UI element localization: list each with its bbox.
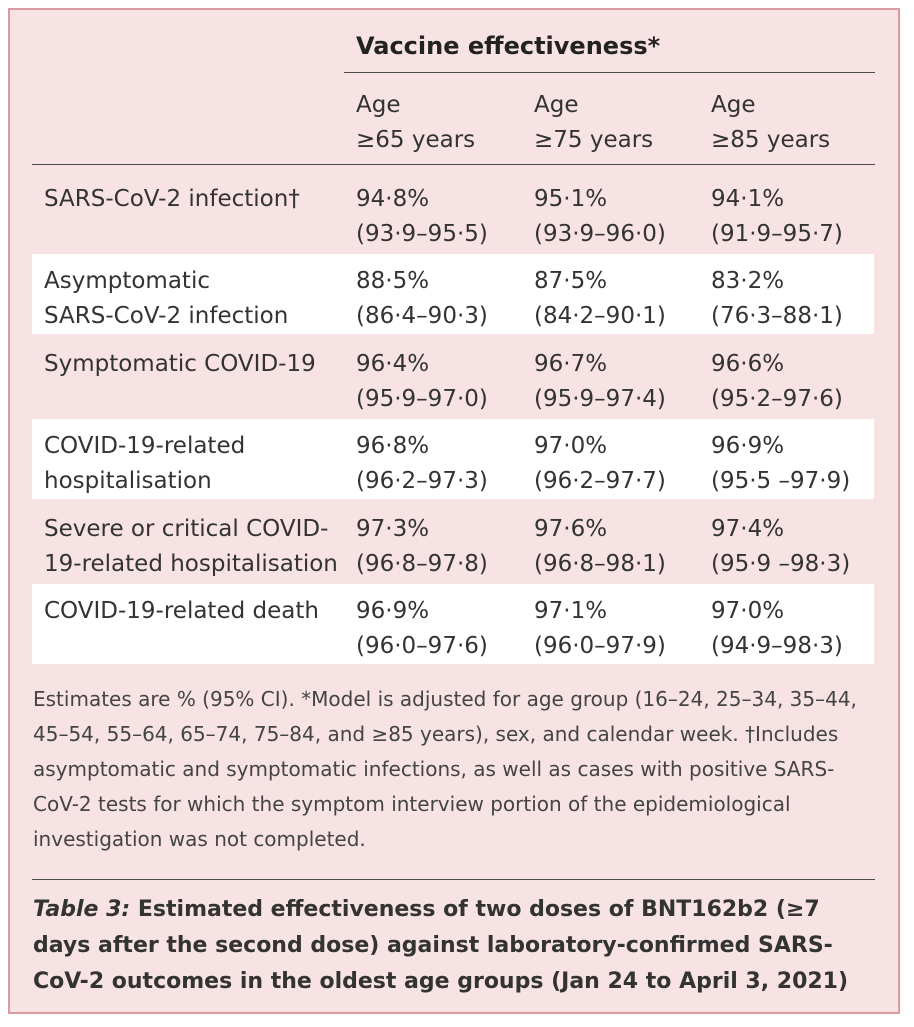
confidence-interval: (93·9–95·5) (356, 221, 488, 247)
cell-age-75: 97·1% (96·0–97·9) (534, 594, 666, 664)
row-label: SARS-CoV-2 infection† (44, 182, 300, 217)
row-label: Symptomatic COVID-19 (44, 347, 316, 382)
cell-age-75: 97·0% (96·2–97·7) (534, 429, 666, 499)
row-label-line2: SARS-CoV-2 infection (44, 303, 289, 329)
confidence-interval: (95·2–97·6) (711, 386, 843, 412)
table-row: Symptomatic COVID-19 96·4% (95·9–97·0) 96… (32, 337, 874, 415)
estimate-value: 97·0% (534, 433, 608, 459)
row-label-line2: hospitalisation (44, 468, 212, 494)
cell-age-85: 96·9% (95·5 –97·9) (711, 429, 850, 499)
table-caption: Table 3: Estimated effectiveness of two … (33, 892, 879, 1000)
column-header-65: Age ≥65 years (356, 88, 475, 158)
estimate-value: 87·5% (534, 268, 608, 294)
estimate-value: 97·0% (711, 598, 785, 624)
estimate-value: 96·6% (711, 351, 785, 377)
row-label: COVID-19-related hospitalisation (44, 429, 245, 499)
estimate-value: 96·9% (711, 433, 785, 459)
column-header-line2: ≥65 years (356, 127, 476, 153)
row-label-line1: Asymptomatic (44, 268, 210, 294)
confidence-interval: (91·9–95·7) (711, 221, 843, 247)
cell-age-75: 97·6% (96·8–98·1) (534, 512, 666, 582)
confidence-interval: (96·2–97·3) (356, 468, 488, 494)
estimate-value: 88·5% (356, 268, 430, 294)
cell-age-85: 83·2% (76·3–88·1) (711, 264, 843, 334)
cell-age-85: 97·0% (94·9–98·3) (711, 594, 843, 664)
table-row: COVID-19-related hospitalisation 96·8% (9… (32, 419, 874, 499)
estimate-value: 96·7% (534, 351, 608, 377)
confidence-interval: (95·9 –98·3) (711, 551, 851, 577)
column-header-line1: Age (711, 92, 756, 118)
column-header-line1: Age (534, 92, 579, 118)
table-panel (8, 8, 900, 1014)
confidence-interval: (96·0–97·6) (356, 633, 488, 659)
column-header-85: Age ≥85 years (711, 88, 830, 158)
cell-age-85: 94·1% (91·9–95·7) (711, 182, 843, 252)
confidence-interval: (94·9–98·3) (711, 633, 843, 659)
row-label-line1: COVID-19-related death (44, 598, 319, 624)
cell-age-75: 96·7% (95·9–97·4) (534, 347, 666, 417)
confidence-interval: (95·9–97·4) (534, 386, 666, 412)
confidence-interval: (96·0–97·9) (534, 633, 666, 659)
estimate-value: 96·8% (356, 433, 430, 459)
cell-age-65: 88·5% (86·4–90·3) (356, 264, 488, 334)
column-header-line2: ≥75 years (534, 127, 654, 153)
confidence-interval: (96·2–97·7) (534, 468, 666, 494)
estimate-value: 97·1% (534, 598, 608, 624)
estimate-value: 94·1% (711, 186, 785, 212)
confidence-interval: (96·8–97·8) (356, 551, 488, 577)
cell-age-65: 96·8% (96·2–97·3) (356, 429, 488, 499)
caption-label: Table 3: (33, 897, 131, 922)
cell-age-65: 94·8% (93·9–95·5) (356, 182, 488, 252)
cell-age-85: 97·4% (95·9 –98·3) (711, 512, 850, 582)
column-header-rule (32, 164, 875, 165)
row-label-line1: COVID-19-related (44, 433, 246, 459)
column-header-75: Age ≥75 years (534, 88, 653, 158)
cell-age-85: 96·6% (95·2–97·6) (711, 347, 843, 417)
row-label: COVID-19-related death (44, 594, 319, 629)
estimate-value: 94·8% (356, 186, 430, 212)
cell-age-65: 96·4% (95·9–97·0) (356, 347, 488, 417)
column-group-title: Vaccine effectiveness* (356, 32, 661, 60)
cell-age-65: 97·3% (96·8–97·8) (356, 512, 488, 582)
header-rule (344, 72, 875, 73)
cell-age-75: 87·5% (84·2–90·1) (534, 264, 666, 334)
confidence-interval: (96·8–98·1) (534, 551, 666, 577)
table-row: Asymptomatic SARS-CoV-2 infection 88·5% (… (32, 254, 874, 334)
estimate-value: 96·9% (356, 598, 430, 624)
caption-text: Estimated effectiveness of two doses of … (33, 897, 849, 994)
table-footnote: Estimates are % (95% CI). *Model is adju… (33, 687, 857, 851)
row-label-line1: SARS-CoV-2 infection† (44, 186, 300, 212)
confidence-interval: (86·4–90·3) (356, 303, 488, 329)
row-label-line2: 19-related hospitalisation (44, 551, 338, 577)
caption-rule (32, 879, 875, 880)
column-header-line1: Age (356, 92, 401, 118)
confidence-interval: (95·9–97·0) (356, 386, 488, 412)
estimate-value: 83·2% (711, 268, 785, 294)
estimate-value: 96·4% (356, 351, 430, 377)
estimate-value: 97·6% (534, 516, 608, 542)
confidence-interval: (76·3–88·1) (711, 303, 843, 329)
row-label: Severe or critical COVID- 19-related hos… (44, 512, 338, 582)
confidence-interval: (93·9–96·0) (534, 221, 666, 247)
estimate-value: 97·3% (356, 516, 430, 542)
estimate-value: 97·4% (711, 516, 785, 542)
column-header-line2: ≥85 years (711, 127, 831, 153)
cell-age-75: 95·1% (93·9–96·0) (534, 182, 666, 252)
cell-age-65: 96·9% (96·0–97·6) (356, 594, 488, 664)
confidence-interval: (84·2–90·1) (534, 303, 666, 329)
row-label-line1: Severe or critical COVID- (44, 516, 329, 542)
estimate-value: 95·1% (534, 186, 608, 212)
row-label: Asymptomatic SARS-CoV-2 infection (44, 264, 288, 334)
table-row: Severe or critical COVID- 19-related hos… (32, 502, 874, 580)
row-label-line1: Symptomatic COVID-19 (44, 351, 316, 377)
table-row: COVID-19-related death 96·9% (96·0–97·6) … (32, 584, 874, 664)
confidence-interval: (95·5 –97·9) (711, 468, 851, 494)
table-row: SARS-CoV-2 infection† 94·8% (93·9–95·5) 9… (32, 172, 874, 250)
